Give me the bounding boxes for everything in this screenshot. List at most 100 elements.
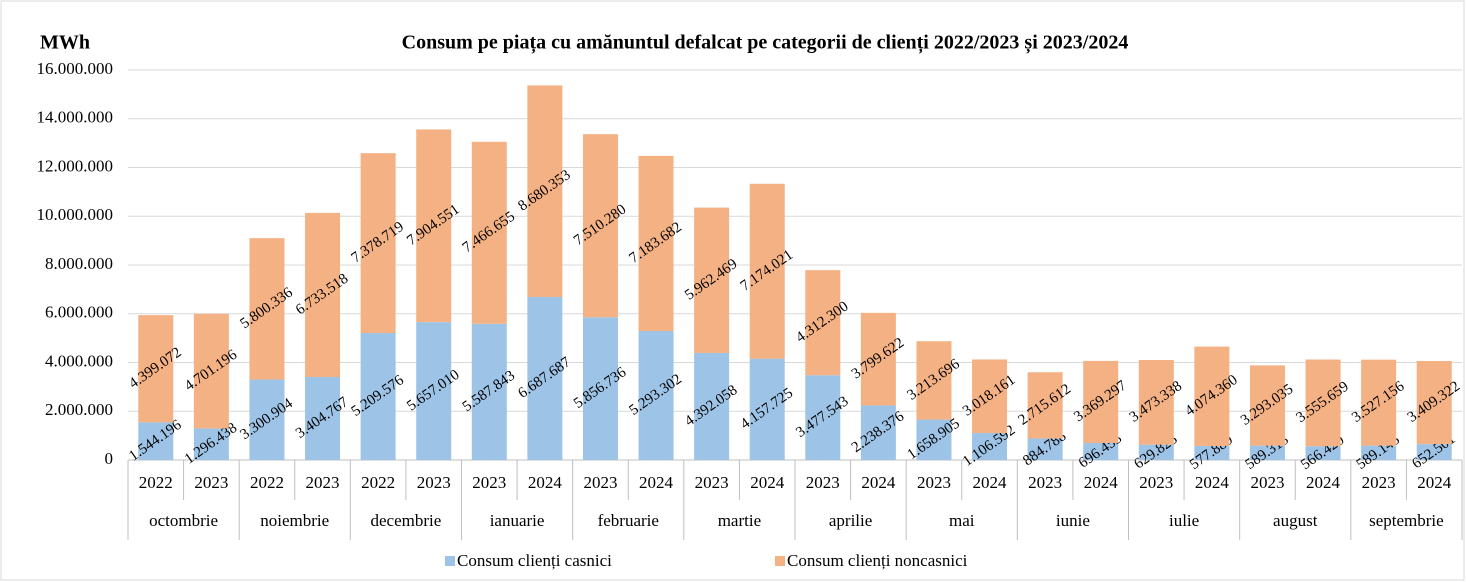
bar-segment [1416, 444, 1452, 460]
group-label: octombrie [149, 511, 218, 530]
bar-segment [471, 141, 507, 324]
bar-segment [249, 238, 285, 380]
x-tick-label: 2023 [472, 473, 506, 492]
x-tick-label: 2024 [639, 473, 674, 492]
x-tick-label: 2023 [806, 473, 840, 492]
group-label: iulie [1169, 511, 1199, 530]
group-label: august [1273, 511, 1318, 530]
x-tick-label: 2022 [139, 473, 173, 492]
bar-segment [1027, 372, 1063, 439]
bar-segment [1305, 446, 1341, 460]
chart-title: Consum pe piața cu amănuntul defalcat pe… [402, 32, 1129, 55]
group-label: decembrie [371, 511, 442, 530]
bar-segment [1027, 438, 1063, 460]
bar-segment [1083, 360, 1119, 444]
bar-segment [1249, 365, 1285, 446]
bar-segment [416, 322, 452, 460]
x-tick-label: 2023 [1139, 473, 1173, 492]
group-label: mai [949, 511, 975, 530]
bar-segment [138, 422, 174, 460]
x-tick-label: 2022 [250, 473, 284, 492]
bar-segment [416, 129, 452, 323]
bar-segment [527, 296, 563, 460]
x-tick-label: 2024 [750, 473, 785, 492]
group-label: septembrie [1369, 511, 1444, 530]
x-tick-label: 2024 [973, 473, 1008, 492]
group-label: aprilie [829, 511, 872, 530]
bar-segment [860, 312, 896, 406]
bar-segment [1305, 359, 1341, 447]
y-tick-label: 10.000.000 [37, 205, 114, 224]
x-tick-label: 2023 [194, 473, 228, 492]
legend-label: Consum clienți casnici [457, 551, 612, 570]
y-tick-label: 4.000.000 [45, 351, 113, 370]
legend-label: Consum clienți noncasnici [787, 551, 968, 570]
x-tick-label: 2024 [861, 473, 896, 492]
bar-segment [805, 270, 841, 376]
y-axis-label: MWh [40, 32, 90, 54]
bar-segment [1361, 359, 1397, 446]
x-tick-label: 2024 [1417, 473, 1452, 492]
bar-segment [805, 375, 841, 460]
bar-segment [582, 317, 618, 460]
bar-segment [1194, 346, 1230, 446]
bar-segment [749, 358, 785, 460]
y-tick-label: 14.000.000 [37, 108, 114, 127]
bar-segment [1416, 360, 1452, 445]
y-tick-label: 0 [105, 449, 114, 468]
bar-segment [638, 155, 674, 331]
bar-segment [249, 379, 285, 460]
group-label: februarie [598, 511, 659, 530]
bar-segment [471, 323, 507, 460]
legend-swatch [445, 556, 455, 566]
y-tick-label: 12.000.000 [37, 156, 114, 175]
x-tick-label: 2023 [1250, 473, 1284, 492]
bar-segment [860, 405, 896, 460]
group-label: martie [718, 511, 761, 530]
bar-segment [749, 183, 785, 359]
x-tick-label: 2023 [1362, 473, 1396, 492]
bar-segment [360, 333, 396, 460]
group-label: iunie [1056, 511, 1090, 530]
bar-segment [916, 419, 952, 460]
x-tick-label: 2023 [1028, 473, 1062, 492]
x-tick-label: 2023 [695, 473, 729, 492]
bar-segment [1138, 444, 1174, 460]
bar-segment [138, 315, 174, 423]
x-tick-label: 2024 [528, 473, 563, 492]
bar-segment [916, 341, 952, 420]
legend-swatch [775, 556, 785, 566]
x-tick-label: 2023 [917, 473, 951, 492]
bar-segment [1361, 445, 1397, 460]
group-label: ianuarie [490, 511, 545, 530]
x-tick-label: 2023 [583, 473, 617, 492]
y-tick-label: 16.000.000 [37, 59, 114, 78]
bar-segment [305, 377, 341, 460]
bar-segment [1083, 443, 1119, 460]
x-tick-label: 2024 [1306, 473, 1341, 492]
bar-segment [193, 428, 229, 460]
bar-segment [527, 85, 563, 297]
group-label: noiembrie [260, 511, 329, 530]
bar-segment [638, 330, 674, 460]
bar-segment [972, 433, 1008, 460]
x-tick-label: 2023 [306, 473, 340, 492]
x-tick-label: 2024 [1084, 473, 1119, 492]
bar-segment [305, 212, 341, 378]
x-tick-label: 2024 [1195, 473, 1230, 492]
bar-segment [582, 134, 618, 318]
y-tick-label: 6.000.000 [45, 303, 113, 322]
bar-segment [1249, 445, 1285, 460]
bar-segment [193, 313, 229, 429]
bar-segment [694, 352, 730, 460]
bar-segment [1194, 445, 1230, 460]
x-tick-label: 2023 [417, 473, 451, 492]
x-tick-label: 2022 [361, 473, 395, 492]
y-tick-label: 8.000.000 [45, 254, 113, 273]
y-tick-label: 2.000.000 [45, 400, 113, 419]
bar-segment [360, 153, 396, 334]
bar-segment [1138, 359, 1174, 445]
bar-segment [972, 359, 1008, 434]
